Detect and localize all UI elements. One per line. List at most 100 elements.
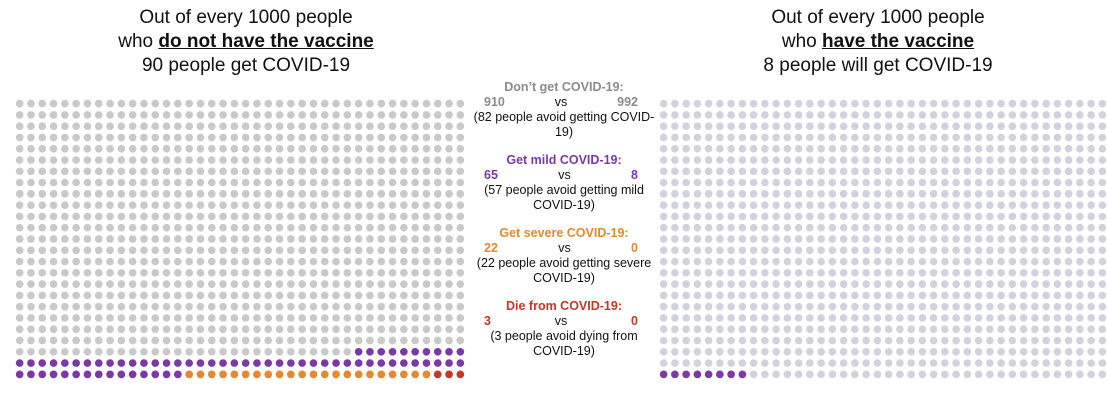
waffle-dot-no-covid xyxy=(38,201,47,209)
waffle-dot-no-covid xyxy=(174,144,182,153)
waffle-dot-no-covid xyxy=(693,223,702,232)
waffle-dot-no-covid xyxy=(162,212,171,221)
waffle-dot-no-covid xyxy=(817,144,825,153)
waffle-dot-no-covid xyxy=(253,190,261,198)
waffle-dot-no-covid xyxy=(727,325,735,334)
waffle-dot-no-covid xyxy=(162,235,171,243)
waffle-dot-no-covid xyxy=(997,336,1005,345)
waffle-dot-no-covid xyxy=(963,291,972,300)
waffle-dot-no-covid xyxy=(1076,257,1084,266)
waffle-dot-no-covid xyxy=(174,156,182,164)
waffle-dot-no-covid xyxy=(219,190,227,198)
waffle-dot-no-covid xyxy=(716,223,724,232)
waffle-dot-no-covid xyxy=(106,257,114,266)
waffle-dot-no-covid xyxy=(1031,347,1039,356)
waffle-dot-no-covid xyxy=(320,280,329,288)
waffle-dot-no-covid xyxy=(253,178,261,187)
waffle-dot-no-covid xyxy=(997,235,1005,243)
waffle-dot-no-covid xyxy=(61,314,69,322)
waffle-dot-no-covid xyxy=(1031,257,1039,266)
waffle-dot-no-covid xyxy=(884,269,893,277)
waffle-dot-no-covid xyxy=(241,223,250,232)
waffle-dot-no-covid xyxy=(287,190,295,198)
waffle-dot-no-covid xyxy=(72,280,80,288)
waffle-dot-no-covid xyxy=(128,212,137,221)
waffle-dot-no-covid xyxy=(456,99,465,108)
waffle-dot-no-covid xyxy=(693,99,702,108)
waffle-dot-no-covid xyxy=(828,223,837,232)
waffle-dot-no-covid xyxy=(287,167,295,176)
waffle-dot-no-covid xyxy=(298,144,306,153)
waffle-dot-no-covid xyxy=(783,111,792,119)
waffle-dot-no-covid xyxy=(275,347,284,356)
waffle-dot-no-covid xyxy=(997,257,1005,266)
waffle-dot-no-covid xyxy=(49,156,58,164)
waffle-dot-no-covid xyxy=(298,302,306,311)
waffle-dot-no-covid xyxy=(828,302,837,311)
waffle-dot-no-covid xyxy=(659,167,668,176)
waffle-dot-no-covid xyxy=(1064,167,1073,176)
waffle-dot-no-covid xyxy=(862,280,870,288)
waffle-dot-no-covid xyxy=(128,291,137,300)
waffle-dot-no-covid xyxy=(1031,156,1039,164)
waffle-dot-no-covid xyxy=(275,156,284,164)
waffle-dot-no-covid xyxy=(738,167,747,176)
waffle-dot-no-covid xyxy=(422,246,431,255)
waffle-dot-no-covid xyxy=(918,111,927,119)
waffle-dot-no-covid xyxy=(128,167,137,176)
waffle-dot-no-covid xyxy=(1008,167,1017,176)
waffle-dot-no-covid xyxy=(72,133,80,142)
waffle-dot-no-covid xyxy=(693,302,702,311)
waffle-dot-no-covid xyxy=(772,111,780,119)
waffle-dot-no-covid xyxy=(38,325,47,334)
waffle-dot-no-covid xyxy=(986,302,994,311)
waffle-dot-no-covid xyxy=(332,178,340,187)
waffle-dot-no-covid xyxy=(287,99,295,108)
waffle-dot-no-covid xyxy=(997,359,1005,367)
waffle-dot-no-covid xyxy=(952,156,960,164)
waffle-dot-no-covid xyxy=(671,235,679,243)
waffle-dot-no-covid xyxy=(366,99,374,108)
waffle-dot-no-covid xyxy=(839,269,848,277)
waffle-dot-no-covid xyxy=(783,167,792,176)
waffle-dot-no-covid xyxy=(106,201,114,209)
waffle-dot-no-covid xyxy=(27,144,35,153)
waffle-dot-no-covid xyxy=(332,212,340,221)
waffle-dot-no-covid xyxy=(343,280,352,288)
waffle-dot-no-covid xyxy=(151,314,160,322)
waffle-dot-no-covid xyxy=(862,133,870,142)
waffle-dot-no-covid xyxy=(941,99,949,108)
waffle-dot-no-covid xyxy=(941,302,949,311)
waffle-dot-no-covid xyxy=(354,280,363,288)
waffle-dot-no-covid xyxy=(15,99,24,108)
waffle-dot-no-covid xyxy=(941,257,949,266)
waffle-dot-no-covid xyxy=(682,190,690,198)
waffle-dot-no-covid xyxy=(27,235,35,243)
waffle-dot-no-covid xyxy=(400,122,408,131)
waffle-dot-mild xyxy=(219,359,227,367)
waffle-dot-no-covid xyxy=(106,280,114,288)
waffle-dot-no-covid xyxy=(997,133,1005,142)
waffle-dot-no-covid xyxy=(727,201,735,209)
waffle-dot-no-covid xyxy=(884,201,893,209)
waffle-dot-no-covid xyxy=(1019,223,1028,232)
waffle-dot-no-covid xyxy=(38,280,47,288)
waffle-dot-no-covid xyxy=(174,280,182,288)
waffle-dot-no-covid xyxy=(61,156,69,164)
waffle-dot-no-covid xyxy=(952,359,960,367)
waffle-dot-no-covid xyxy=(986,314,994,322)
waffle-dot-no-covid xyxy=(117,156,126,164)
waffle-dot-no-covid xyxy=(929,336,938,345)
waffle-dot-no-covid xyxy=(704,122,713,131)
waffle-dot-no-covid xyxy=(230,178,239,187)
waffle-dot-no-covid xyxy=(963,269,972,277)
waffle-dot-no-covid xyxy=(851,370,859,379)
waffle-dot-no-covid xyxy=(287,280,295,288)
waffle-dot-no-covid xyxy=(343,111,352,119)
waffle-dot-no-covid xyxy=(907,280,915,288)
waffle-dot-no-covid xyxy=(1008,111,1017,119)
waffle-dot-no-covid xyxy=(1031,190,1039,198)
waffle-dot-no-covid xyxy=(320,257,329,266)
waffle-dot-no-covid xyxy=(140,190,148,198)
waffle-dot-no-covid xyxy=(761,336,769,345)
